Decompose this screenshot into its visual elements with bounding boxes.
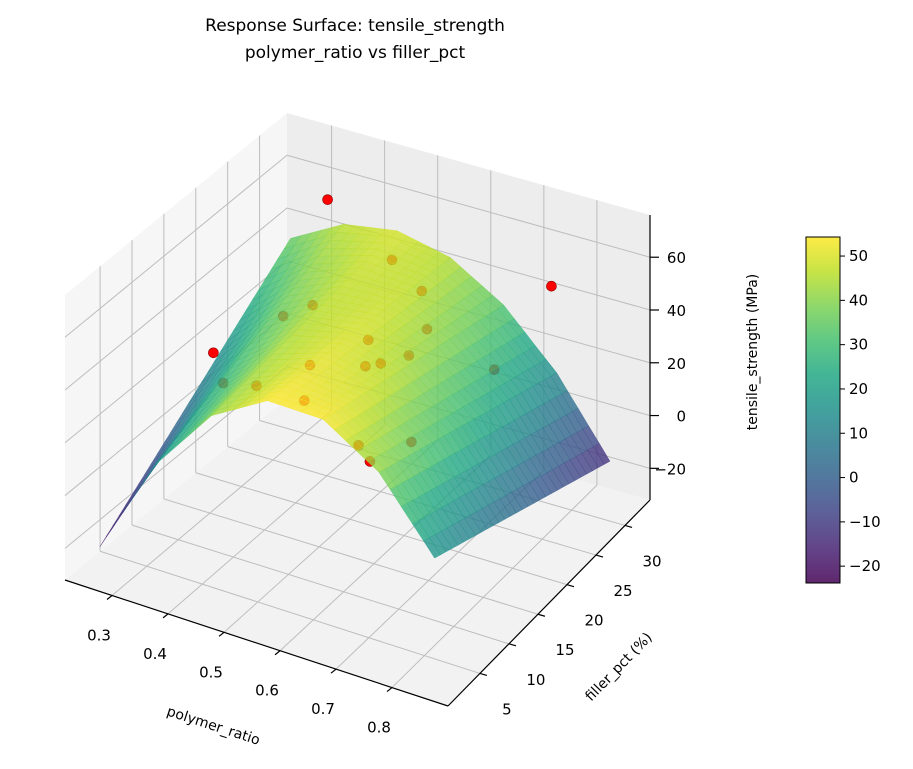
y-tick-label: 20 (584, 612, 603, 630)
colorbar-tick-label: 30 (849, 336, 868, 354)
y-tick (508, 643, 517, 647)
z-tick-label: 60 (667, 249, 686, 267)
z-tick-label: −20 (654, 460, 686, 478)
floor-gridline-x (391, 484, 598, 688)
x-axis-line (64, 579, 449, 707)
y-axis-label: filler_pct (%) (583, 630, 656, 705)
left-gridline-z (64, 260, 288, 444)
data-point (546, 280, 557, 292)
y-tick (566, 584, 575, 588)
floor-gridline-y (163, 498, 539, 615)
colorbar-tick-label: 40 (849, 291, 868, 309)
colorbar-tick-label: 10 (849, 424, 868, 442)
y-axis-line (447, 499, 651, 707)
data-point (322, 194, 333, 205)
colorbar-tick-label: 50 (849, 247, 868, 265)
x-tick (106, 595, 113, 600)
surface-facet (367, 457, 386, 473)
colorbar-tick-label: −20 (849, 557, 881, 575)
y-tick-label: 5 (502, 700, 512, 718)
floor-gridline-y (195, 472, 568, 586)
x-tick (218, 631, 225, 637)
colorbar-tick-label: −10 (849, 513, 881, 531)
x-tick-label: 0.7 (311, 700, 335, 718)
floor-gridline-x (111, 410, 332, 596)
y-tick (479, 672, 488, 677)
x-tick-label: 0.6 (255, 682, 279, 700)
y-tick (595, 554, 604, 558)
z-axis-label: tensile_strength (MPa) (745, 274, 761, 430)
z-tick-label: 20 (667, 355, 686, 373)
x-tick (330, 668, 337, 674)
x-tick-label: 0.5 (199, 663, 223, 681)
surface-and-points (99, 194, 611, 559)
axes-lines: 0.3 0.4 0.5 0.6 0.7 0.8 5 10 15 20 25 30 −20 0 20 40 60 (64, 215, 686, 737)
colorbar-tick-label: 0 (849, 469, 859, 487)
z-tick-label: 0 (676, 408, 686, 426)
colorbar-tick-label: 20 (849, 380, 868, 398)
z-tick-label: 40 (667, 302, 686, 320)
y-tick-label: 10 (526, 671, 545, 689)
x-tick-label: 0.4 (143, 645, 167, 663)
colorbar-bar (805, 236, 841, 584)
floor-gridline-y (99, 550, 481, 674)
back-gridline-z (286, 154, 651, 258)
x-tick (274, 650, 281, 656)
chart-title-line-1: Response Surface: tensile_strength (205, 16, 505, 36)
y-tick (624, 524, 633, 529)
x-tick (162, 613, 169, 619)
floor-gridline-x (167, 425, 385, 615)
floor-gridline-y (131, 524, 510, 645)
y-tick-label: 30 (642, 552, 661, 570)
data-point (208, 347, 219, 359)
x-axis-label: polymer_ratio (165, 704, 262, 749)
x-tick-label: 0.3 (87, 626, 111, 644)
left-gridline-z (64, 207, 288, 391)
left-gridline-z (64, 154, 288, 338)
y-tick-label: 15 (555, 641, 574, 659)
chart-title-line-2: polymer_ratio vs filler_pct (245, 43, 466, 63)
y-tick-label: 25 (613, 582, 632, 600)
x-tick-label: 0.8 (367, 719, 391, 737)
colorbar: −20 −10 0 10 20 30 40 50 (805, 236, 881, 584)
x-tick (386, 687, 393, 693)
y-tick (537, 613, 546, 617)
left-pane (65, 113, 287, 580)
